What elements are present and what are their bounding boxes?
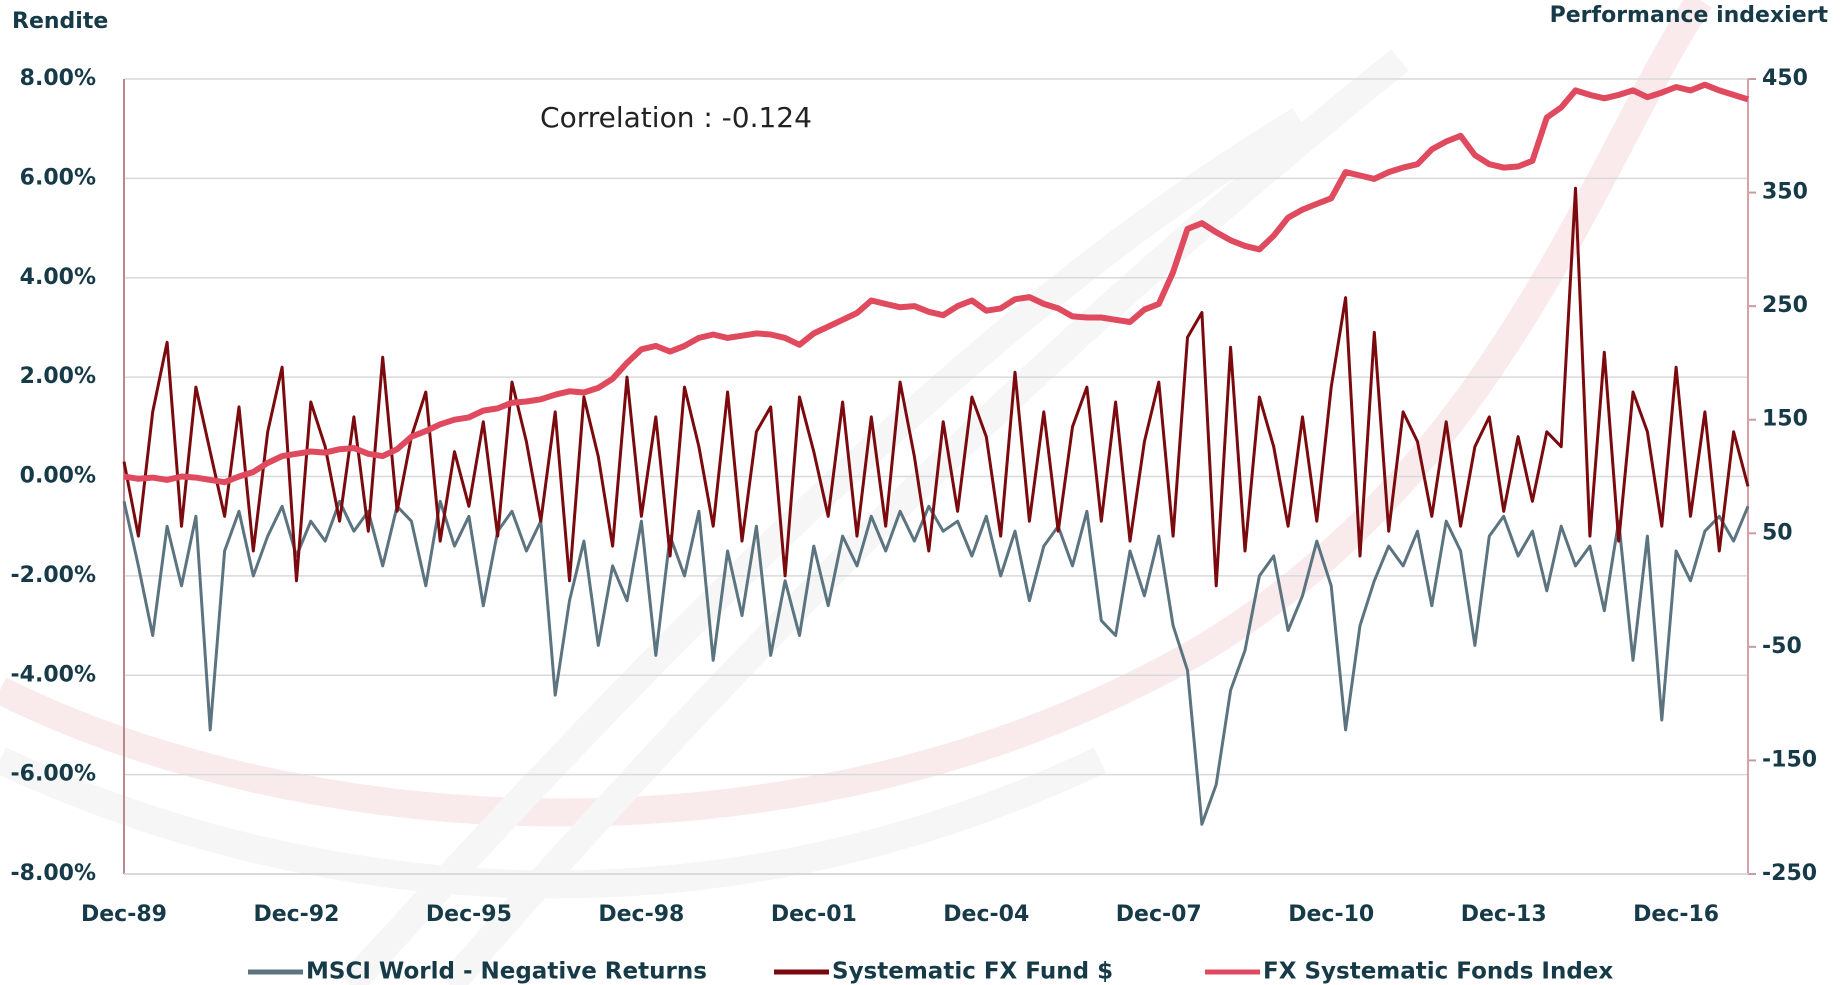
x-tick-label: Dec-10 xyxy=(1288,902,1374,927)
y-tick-label: -4.00% xyxy=(11,662,96,687)
x-tick-label: Dec-04 xyxy=(943,902,1029,927)
y-axis-title: Rendite xyxy=(12,9,108,34)
y-tick-label: 2.00% xyxy=(20,364,96,389)
y2-tick-label: 450 xyxy=(1762,66,1808,91)
legend-label: Systematic FX Fund $ xyxy=(832,959,1113,985)
legend-label: MSCI World - Negative Returns xyxy=(306,959,707,985)
series-line xyxy=(124,501,1748,824)
background-swirls xyxy=(0,0,1700,985)
x-tick-label: Dec-95 xyxy=(426,902,512,927)
y2-tick-label: 150 xyxy=(1762,407,1808,432)
y-tick-label: 8.00% xyxy=(20,66,96,91)
y2-tick-label: 350 xyxy=(1762,180,1808,205)
x-tick-label: Dec-16 xyxy=(1633,902,1719,927)
annotation: Correlation : -0.124 xyxy=(540,101,812,134)
y-tick-label: 0.00% xyxy=(20,464,96,489)
y-tick-label: -8.00% xyxy=(11,861,96,886)
x-tick-label: Dec-13 xyxy=(1461,902,1547,927)
x-tick-label: Dec-89 xyxy=(81,902,167,927)
series-line xyxy=(124,85,1748,483)
y-tick-label: 6.00% xyxy=(20,165,96,190)
x-tick-label: Dec-98 xyxy=(598,902,684,927)
chart: Rendite Performance indexiert Correlatio… xyxy=(0,0,1843,985)
x-tick-label: Dec-92 xyxy=(253,902,339,927)
y2-tick-label: 50 xyxy=(1762,520,1793,545)
swirl xyxy=(0,0,1700,813)
y2-axis-title: Performance indexiert xyxy=(1550,3,1829,28)
y2-tick-label: 250 xyxy=(1762,293,1808,318)
y-tick-label: -2.00% xyxy=(11,563,96,588)
y2-tick-label: -50 xyxy=(1762,634,1802,659)
y-tick-label: 4.00% xyxy=(20,265,96,290)
x-tick-label: Dec-01 xyxy=(771,902,857,927)
legend-label: FX Systematic Fonds Index xyxy=(1263,959,1613,985)
y-tick-label: -6.00% xyxy=(11,762,96,787)
y2-tick-label: -150 xyxy=(1762,747,1817,772)
y2-tick-label: -250 xyxy=(1762,861,1817,886)
x-tick-label: Dec-07 xyxy=(1116,902,1202,927)
